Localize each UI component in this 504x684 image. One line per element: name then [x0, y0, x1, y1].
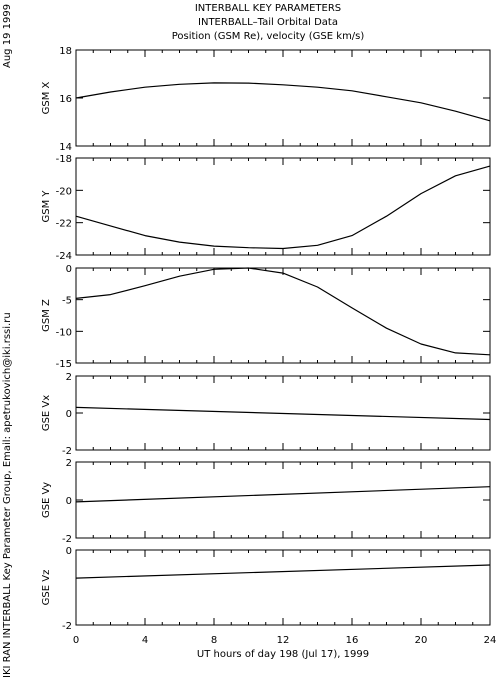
chart-caption: Position (GSM Re), velocity (GSE km/s) — [171, 31, 365, 42]
y-tick-label: -22 — [56, 219, 72, 230]
y-tick-label: -2 — [62, 621, 72, 632]
y-axis-label: GSM Z — [41, 299, 52, 332]
y-tick-label: 0 — [66, 546, 72, 557]
series-line — [75, 486, 491, 503]
y-tick-label: 14 — [59, 142, 72, 153]
series-line — [75, 267, 491, 356]
y-tick-label: -2 — [62, 534, 72, 545]
y-tick-label: -10 — [56, 327, 72, 338]
chart-subtitle: INTERBALL–Tail Orbital Data — [198, 17, 338, 28]
series-line — [75, 564, 491, 579]
x-tick-label: 4 — [142, 635, 148, 646]
panel-frame — [75, 549, 491, 626]
y-axis-label: GSE Vx — [41, 395, 52, 431]
y-tick-label: 2 — [66, 458, 72, 469]
y-tick-label: 0 — [66, 264, 72, 275]
y-tick-label: -18 — [56, 154, 72, 165]
x-axis-label: UT hours of day 198 (Jul 17), 1999 — [197, 649, 369, 660]
y-axis-label: GSM X — [41, 81, 52, 114]
panel-frame — [75, 267, 491, 364]
y-tick-label: 0 — [66, 496, 72, 507]
y-axis-label: GSM Y — [41, 190, 52, 223]
y-tick-label: 0 — [66, 409, 72, 420]
y-tick-label: -15 — [56, 359, 72, 370]
x-tick-label: 12 — [277, 635, 290, 646]
y-tick-label: -2 — [62, 446, 72, 457]
x-tick-label: 24 — [484, 635, 497, 646]
y-tick-label: -24 — [56, 251, 72, 262]
y-tick-label: 2 — [66, 372, 72, 383]
x-tick-label: 20 — [415, 635, 428, 646]
series-line — [75, 406, 491, 421]
chart-title: INTERBALL KEY PARAMETERS — [194, 3, 342, 14]
panel-frame — [75, 49, 491, 147]
panel-frame — [75, 157, 491, 256]
y-tick-label: -5 — [62, 296, 72, 307]
x-tick-label: 0 — [73, 635, 79, 646]
y-tick-label: 18 — [59, 46, 72, 57]
y-axis-label: GSE Vz — [41, 570, 52, 606]
y-axis-label: GSE Vy — [41, 482, 52, 518]
series-line — [75, 82, 491, 122]
y-tick-label: 16 — [59, 94, 72, 105]
x-tick-label: 8 — [211, 635, 217, 646]
series-line — [75, 165, 491, 250]
x-tick-label: 16 — [346, 635, 359, 646]
y-tick-label: -20 — [56, 186, 72, 197]
